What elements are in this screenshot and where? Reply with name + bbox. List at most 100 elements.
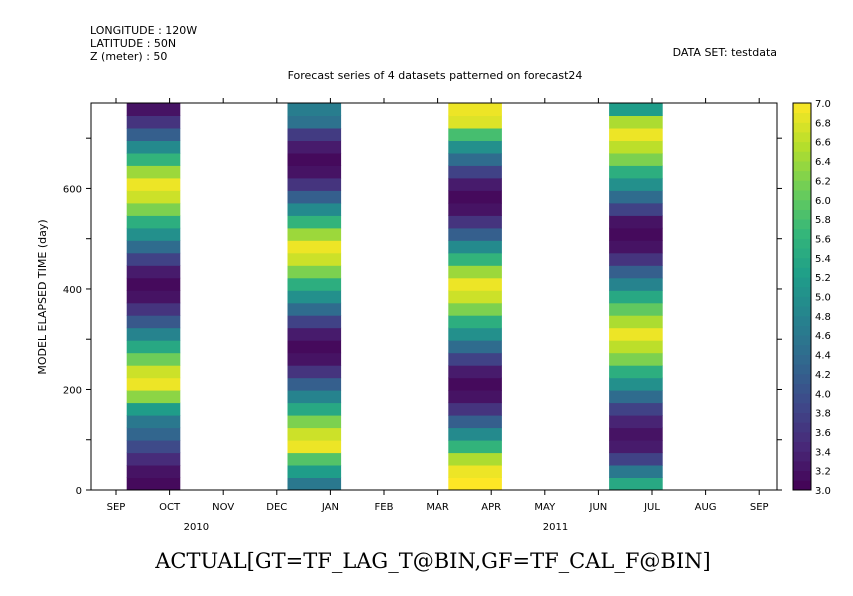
colorbar-swatch [793,257,811,268]
heatmap-cell [126,202,181,216]
colorbar-label: 5.2 [815,273,831,284]
colorbar-swatch [793,286,811,297]
colorbar-swatch [793,373,811,384]
heatmap-cell [126,177,181,191]
y-tick-label: 400 [63,285,82,296]
colorbar-label: 3.8 [815,409,831,420]
heatmap-cells [126,103,663,491]
heatmap-cell [126,265,181,279]
heatmap-cell [126,252,181,266]
x-tick-label: SEP [750,502,769,513]
heatmap-cell [609,227,663,241]
heatmap-cell [448,165,502,179]
heatmap-cell [126,327,181,341]
heatmap-cell [287,315,342,329]
colorbar-swatch [793,480,811,491]
heatmap-cell [609,128,663,141]
heatmap-cell [287,465,342,478]
heatmap-cell [609,240,663,254]
x-tick-label: JAN [321,502,339,513]
colorbar-label: 5.8 [815,215,831,226]
heatmap-cell [126,128,181,141]
dataset-label: DATA SET: testdata [673,46,777,59]
colorbar-swatch [793,335,811,346]
x-tick-label: JUL [643,502,660,513]
plot-frame [90,102,778,491]
heatmap-cell [126,227,181,241]
heatmap-cell [287,202,342,216]
heatmap-cell [448,440,502,454]
heatmap-cell [609,265,663,279]
heatmap-cell [609,477,663,491]
heatmap-cell [287,215,342,229]
colorbar-swatch [793,402,811,413]
heatmap-cell [448,265,502,279]
heatmap-cell [448,377,502,391]
heatmap-cell [609,215,663,229]
heatmap-cell [287,227,342,241]
colorbar-label: 6.0 [815,196,831,207]
colorbar-label: 4.0 [815,389,831,400]
chart-title: Forecast series of 4 datasets patterned … [288,69,583,82]
latitude-label: LATITUDE : 50N [90,37,176,50]
heatmap-cell [609,277,663,291]
heatmap-cell [287,402,342,416]
heatmap-cell [609,352,663,366]
heatmap-cell [126,165,181,179]
colorbar-label: 6.8 [815,118,831,129]
heatmap-cell [448,465,502,478]
heatmap-cell [287,177,342,191]
heatmap-cell [287,277,342,291]
heatmap-cell [126,365,181,379]
colorbar-swatch [793,219,811,230]
x-tick-label: DEC [266,502,287,513]
heatmap-cell [287,165,342,179]
x-year-label: 2011 [543,522,568,533]
colorbar-label: 4.4 [815,351,831,362]
heatmap-cell [609,427,663,441]
y-tick-label: 600 [63,184,82,195]
colorbar-swatch [793,199,811,210]
heatmap-cell [609,340,663,354]
heatmap-cell [609,115,663,129]
heatmap-cell [609,327,663,341]
heatmap-cell [126,115,181,129]
x-tick-label: SEP [107,502,126,513]
heatmap-cell [287,302,342,316]
heatmap-cell [609,140,663,154]
colorbar-swatch [793,151,811,162]
heatmap-cell [609,465,663,478]
colorbar-label: 5.4 [815,254,831,265]
colorbar-label: 6.4 [815,157,831,168]
heatmap-cell [287,240,342,254]
heatmap-cell [287,103,342,116]
colorbar-label: 4.8 [815,312,831,323]
colorbar-swatch [793,161,811,172]
heatmap-cell [448,215,502,229]
colorbar-label: 3.0 [815,486,831,497]
heatmap-cell [287,427,342,441]
x-tick-label: AUG [695,502,717,513]
colorbar-swatch [793,170,811,181]
y-tick-label: 200 [63,385,82,396]
heatmap-cell [609,252,663,266]
heatmap-cell [448,327,502,341]
colorbar-swatch [793,112,811,123]
colorbar-swatch [793,364,811,375]
colorbar-swatch [793,122,811,133]
heatmap-cell [126,390,181,404]
heatmap-cell [448,452,502,466]
heatmap-cell [448,140,502,154]
heatmap-cell [448,227,502,241]
heatmap-cell [126,477,181,491]
heatmap-cell [448,402,502,416]
heatmap-cell [126,302,181,316]
colorbar-swatch [793,248,811,259]
heatmap-cell [448,315,502,329]
colorbar-swatch [793,315,811,326]
heatmap-cell [287,452,342,466]
y-axis-label: MODEL ELAPSED TIME (day) [36,219,49,374]
colorbar: 3.0 3.2 3.4 3.6 3.8 4.0 4.2 4.4 4.6 4.8 5.0 5.2 5.4 5… [792,99,831,497]
colorbar-swatch [793,132,811,143]
heatmap-cell [448,427,502,441]
